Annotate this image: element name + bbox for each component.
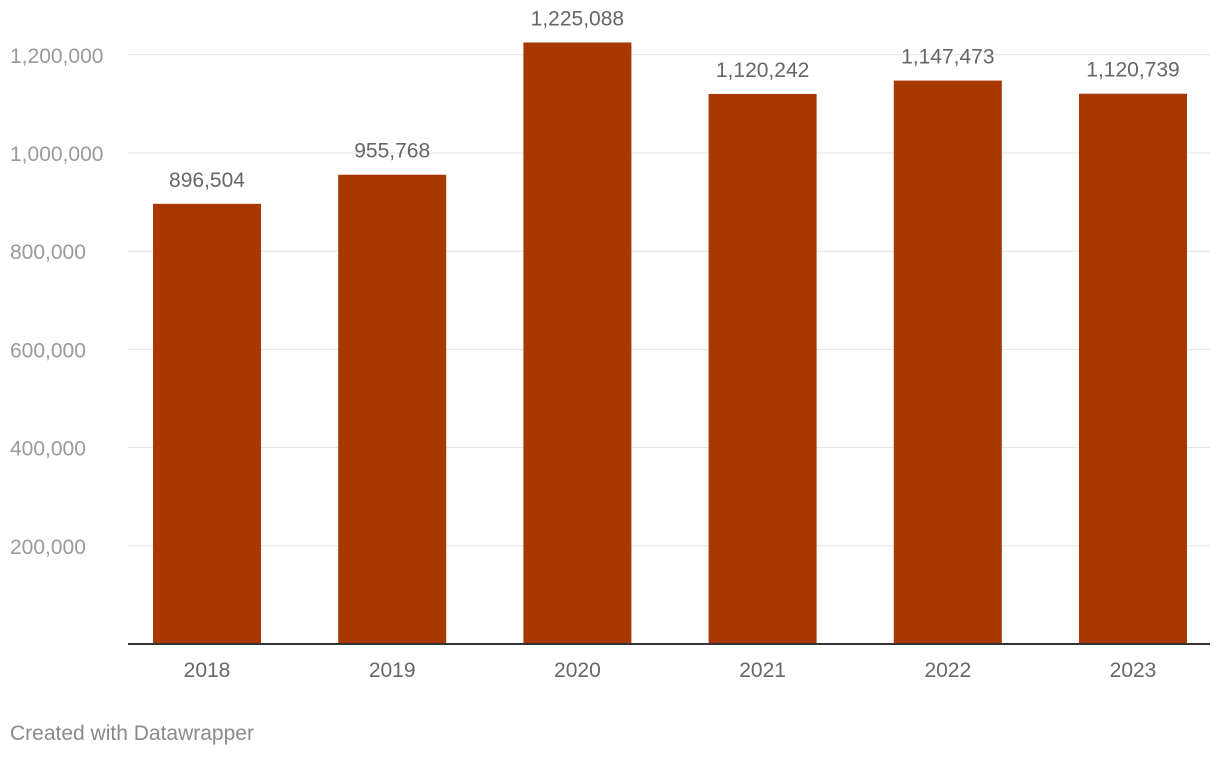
x-category-label: 2019 xyxy=(369,659,416,682)
x-category-label: 2021 xyxy=(739,659,786,682)
bar xyxy=(338,174,447,645)
bar-value-label: 1,225,088 xyxy=(531,7,624,30)
x-category-label: 2023 xyxy=(1110,659,1157,682)
bar xyxy=(893,80,1002,644)
y-tick-label: 400,000 xyxy=(10,438,86,461)
bar-value-label: 896,504 xyxy=(169,169,245,192)
bar xyxy=(708,93,817,644)
y-tick-label: 1,200,000 xyxy=(10,45,103,68)
bar xyxy=(1079,93,1187,644)
x-category-label: 2022 xyxy=(924,659,971,682)
y-tick-label: 1,000,000 xyxy=(10,143,103,166)
y-tick-label: 600,000 xyxy=(10,339,86,362)
y-tick-label: 200,000 xyxy=(10,536,86,559)
x-category-label: 2020 xyxy=(554,659,601,682)
bar-value-label: 1,120,242 xyxy=(716,59,809,82)
bar-value-label: 955,768 xyxy=(354,140,430,163)
y-tick-label: 800,000 xyxy=(10,241,86,264)
x-category-label: 2018 xyxy=(184,659,231,682)
credit-text: Created with Datawrapper xyxy=(10,722,254,745)
bar xyxy=(523,42,632,644)
bar-value-label: 1,120,739 xyxy=(1086,59,1179,82)
bar-value-label: 1,147,473 xyxy=(901,46,994,69)
bar xyxy=(153,203,261,644)
